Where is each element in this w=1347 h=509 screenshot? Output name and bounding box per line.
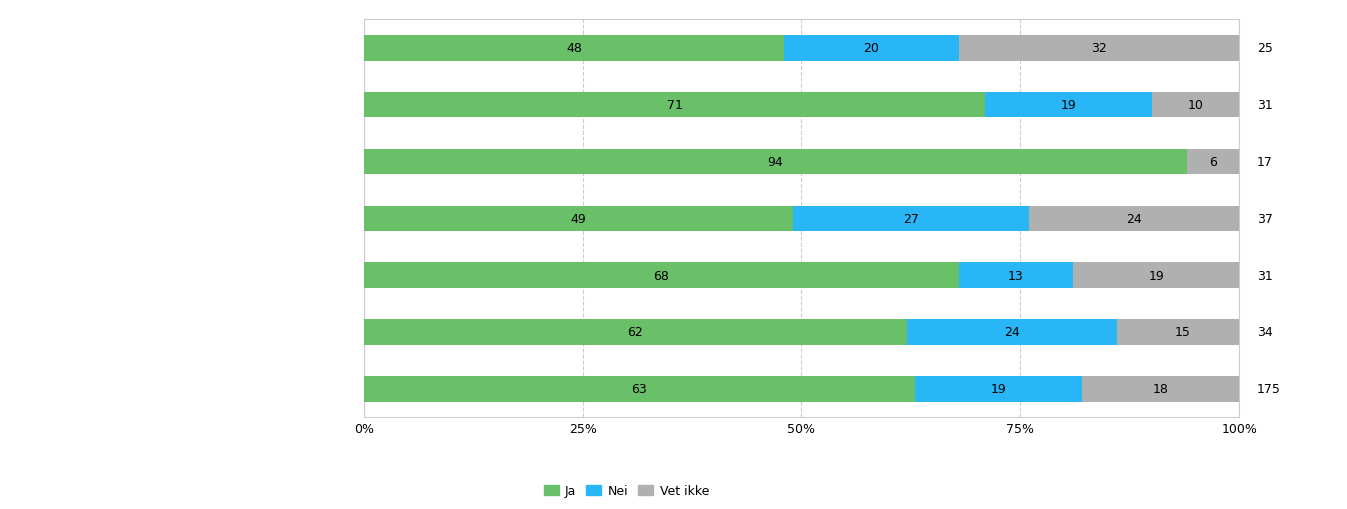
Text: 62: 62	[628, 326, 643, 339]
Bar	[364, 376, 915, 402]
Text: 13: 13	[1008, 269, 1024, 282]
Bar	[986, 93, 1152, 118]
Text: 6: 6	[1210, 156, 1216, 168]
Bar	[792, 206, 1029, 232]
Text: 68: 68	[653, 269, 669, 282]
Text: 19: 19	[1060, 99, 1076, 112]
Bar	[364, 320, 907, 345]
Text: 27: 27	[902, 212, 919, 225]
Bar	[907, 320, 1117, 345]
Bar	[364, 93, 986, 118]
Bar	[364, 36, 784, 62]
Text: 20: 20	[863, 42, 880, 55]
Text: 48: 48	[566, 42, 582, 55]
Legend: Ja, Nei, Vet ikke: Ja, Nei, Vet ikke	[539, 479, 714, 502]
Bar	[784, 36, 959, 62]
Text: 10: 10	[1188, 99, 1203, 112]
Bar	[364, 150, 1187, 175]
Bar	[1187, 150, 1239, 175]
Text: 32: 32	[1091, 42, 1107, 55]
Text: 18: 18	[1153, 383, 1168, 395]
Text: 31: 31	[1257, 99, 1273, 112]
Bar	[959, 263, 1072, 288]
Text: 31: 31	[1257, 269, 1273, 282]
Text: 17: 17	[1257, 156, 1273, 168]
Text: 71: 71	[667, 99, 683, 112]
Bar	[364, 206, 792, 232]
Text: 94: 94	[768, 156, 783, 168]
Text: 175: 175	[1257, 383, 1281, 395]
Text: 24: 24	[1126, 212, 1142, 225]
Text: 15: 15	[1175, 326, 1191, 339]
Bar	[915, 376, 1082, 402]
Text: 34: 34	[1257, 326, 1273, 339]
Text: 37: 37	[1257, 212, 1273, 225]
Bar	[959, 36, 1239, 62]
Bar	[1152, 93, 1239, 118]
Text: 49: 49	[570, 212, 586, 225]
Bar	[1082, 376, 1239, 402]
Bar	[1117, 320, 1247, 345]
Text: 19: 19	[990, 383, 1006, 395]
Bar	[1029, 206, 1239, 232]
Text: 19: 19	[1148, 269, 1164, 282]
Bar	[364, 263, 959, 288]
Bar	[1072, 263, 1239, 288]
Text: 25: 25	[1257, 42, 1273, 55]
Text: 24: 24	[1004, 326, 1020, 339]
Text: 63: 63	[632, 383, 648, 395]
